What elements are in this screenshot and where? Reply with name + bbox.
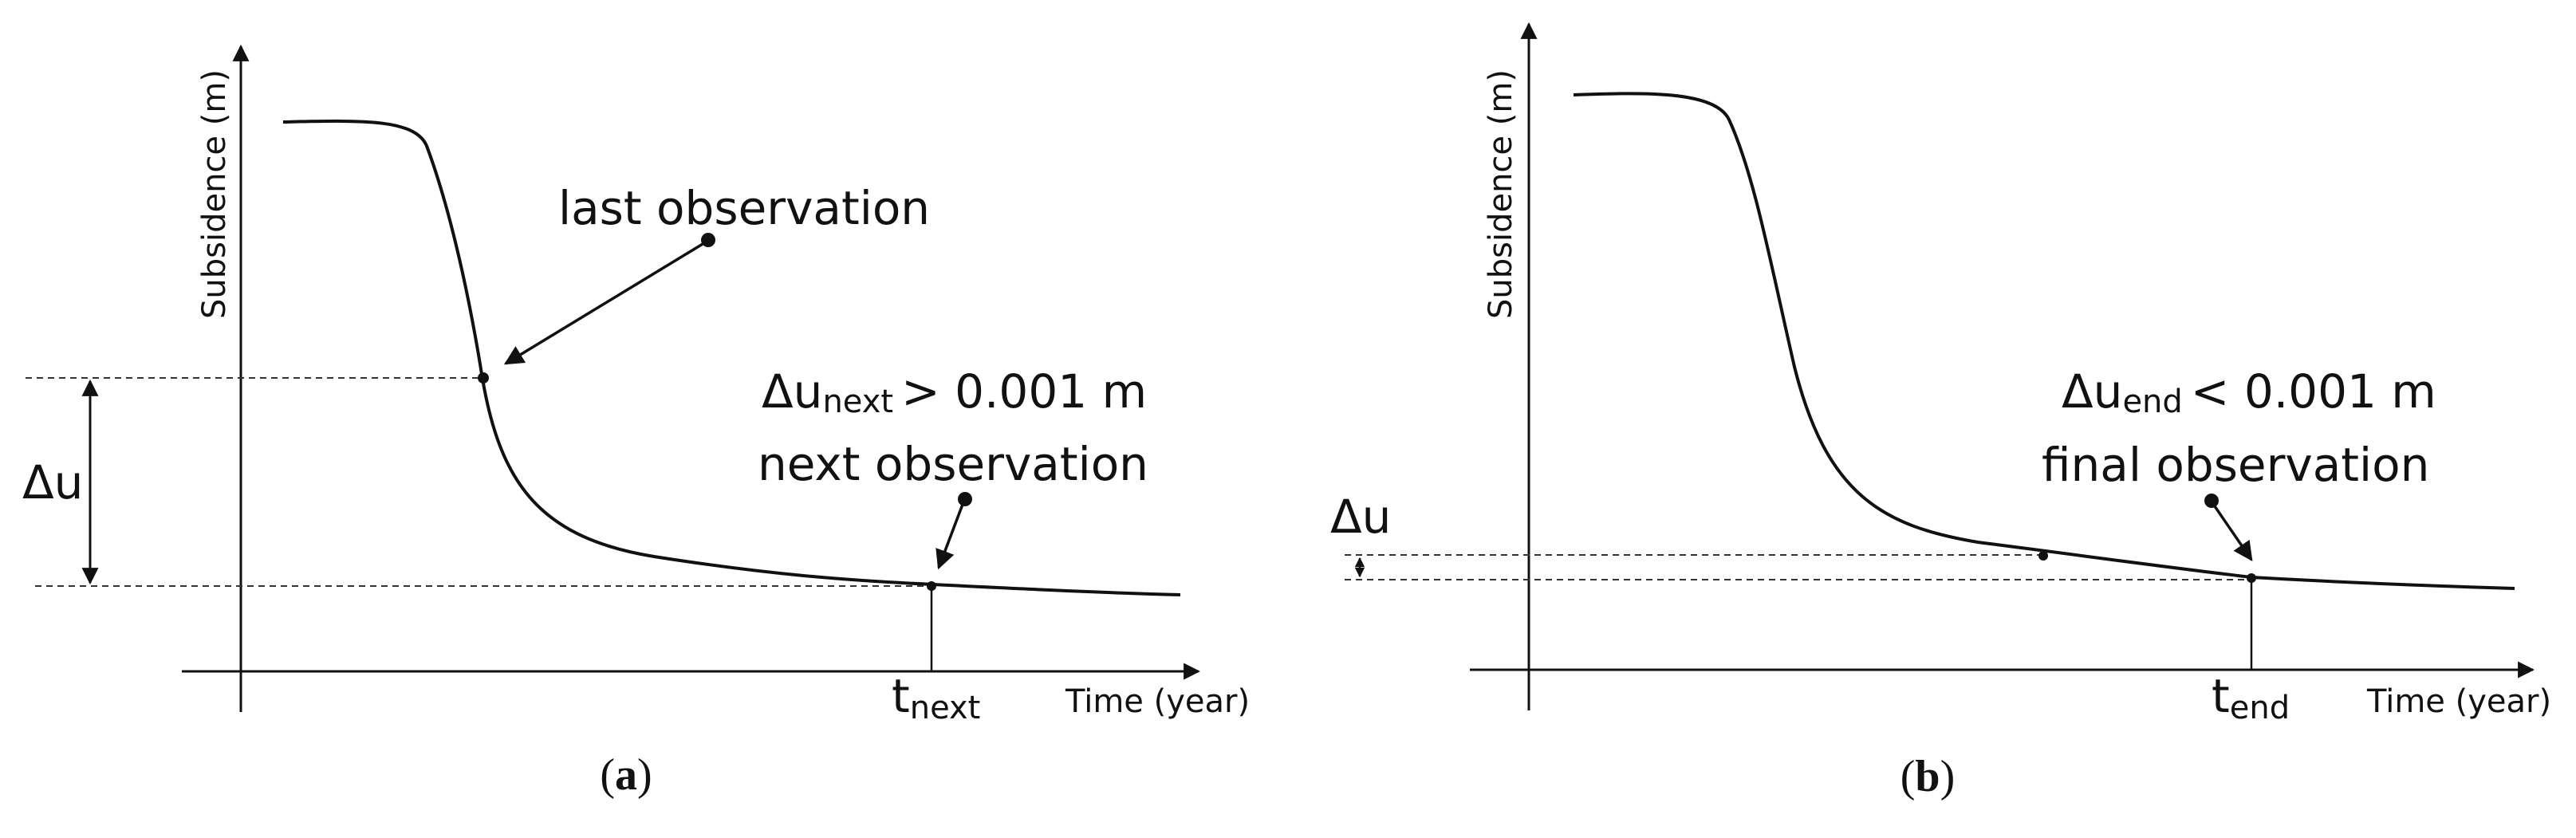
panel-a-t-next-label: tnext [892, 669, 980, 726]
panel-a-criterion-relation: > 0.001 m [901, 364, 1147, 419]
panel-b-y-axis-label: Subsidence (m) [1483, 69, 1519, 319]
panel-a-criterion: Δunext > 0.001 m [762, 364, 1147, 420]
panel-a-x-axis-label: Time (year) [1065, 683, 1250, 720]
panel-a-caption: (a) [600, 750, 652, 800]
panel-a-callout-arrow-next [935, 502, 965, 570]
panel-b-criterion-symbol: Δu [2062, 364, 2122, 419]
panel-b-x-axis-label: Time (year) [2366, 683, 2551, 720]
panel-a-t-symbol: t [892, 669, 910, 723]
panel-a-criterion-symbol: Δu [762, 364, 822, 419]
panel-b-annotation-final-observation: final observation [2042, 438, 2429, 492]
panel-a-callout-arrow-last [503, 240, 707, 365]
panel-b-criterion-relation: < 0.001 m [2191, 364, 2436, 419]
panel-a-caption-letter: a [615, 750, 637, 800]
panel-a-subsidence-curve [282, 119, 1181, 596]
panel-a-delta-label: Δu [22, 455, 83, 509]
panel-a-annotation-last-observation: last observation [558, 181, 930, 235]
panel-a-callout-dot-next [958, 492, 972, 506]
panel-b-criterion-subscript: end [2122, 384, 2182, 420]
panel-b-delta-label: Δu [1330, 490, 1391, 544]
panel-b: Δu Δuend < 0.001 m final observation tend… [1330, 22, 2551, 801]
panel-b-caption: (b) [1900, 752, 1955, 801]
panel-b-subsidence-curve [1573, 92, 2515, 590]
panel-b-criterion: Δuend < 0.001 m [2062, 364, 2436, 420]
panel-a-last-observation-point [478, 372, 489, 384]
panel-b-t-subscript: end [2230, 690, 2290, 726]
panel-b-callout-arrow-final [2212, 503, 2253, 562]
panel-b-t-end-label: tend [2212, 669, 2290, 726]
panel-b-caption-letter: b [1915, 752, 1940, 801]
panel-b-callout-dot-final [2204, 494, 2219, 508]
panel-a-t-subscript: next [910, 690, 981, 726]
panel-a-criterion-subscript: next [822, 384, 893, 420]
panel-b-previous-observation-point [2038, 551, 2048, 561]
panel-a-annotation-next-observation: next observation [758, 437, 1148, 491]
panel-a-y-axis-label: Subsidence (m) [196, 69, 233, 319]
panel-a: Δu last observation Δunext > 0.001 m next… [22, 44, 1250, 800]
panel-b-t-symbol: t [2212, 669, 2230, 723]
